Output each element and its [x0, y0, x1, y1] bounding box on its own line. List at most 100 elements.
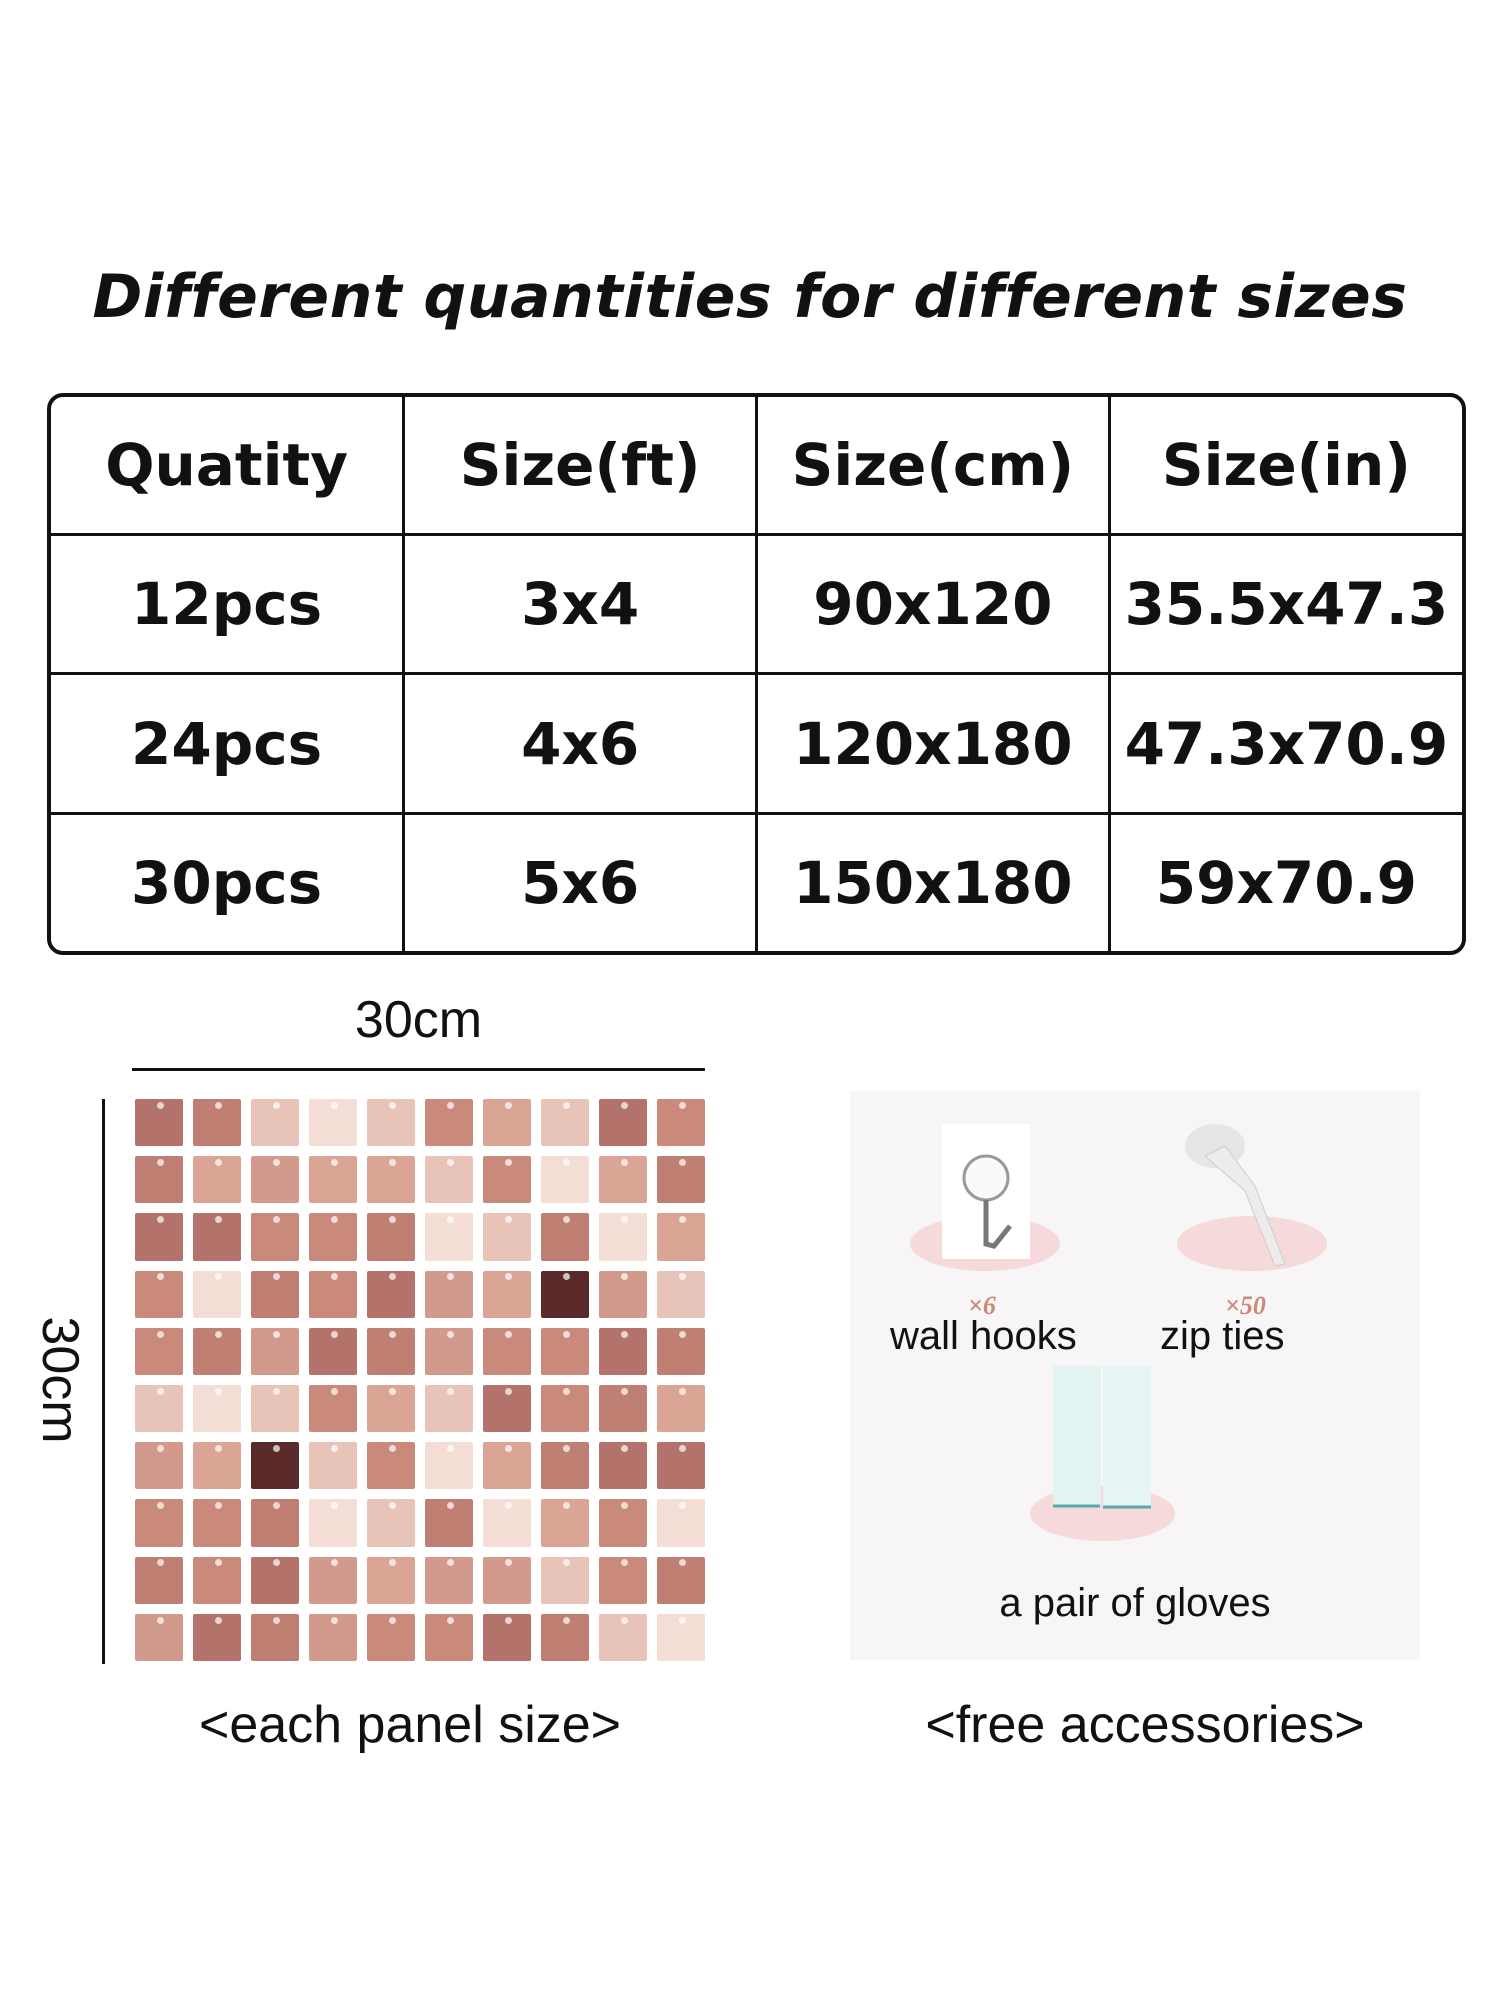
sequin [599, 1213, 647, 1261]
sequin [425, 1442, 473, 1490]
sequin [425, 1613, 473, 1661]
table-cell: 12pcs [51, 532, 406, 676]
gloves-label: a pair of gloves [999, 1581, 1271, 1625]
sequin [251, 1613, 299, 1661]
sequin [367, 1156, 415, 1204]
header-cell: Size(cm) [755, 397, 1111, 536]
sequin [599, 1327, 647, 1375]
sequin [541, 1613, 589, 1661]
sequin [193, 1499, 241, 1547]
table-cell: 4x6 [402, 672, 758, 816]
sequin [483, 1213, 531, 1261]
sequin [309, 1499, 357, 1547]
panel-size-caption: <each panel size> [198, 1696, 622, 1754]
sequin [541, 1499, 589, 1547]
accessories-caption: <free accessories> [925, 1696, 1365, 1754]
sequin [657, 1099, 705, 1147]
sequin [599, 1385, 647, 1433]
sequin [541, 1385, 589, 1433]
sequin [541, 1556, 589, 1604]
sequin [657, 1442, 705, 1490]
sequin [599, 1156, 647, 1204]
sequin [657, 1613, 705, 1661]
sequin [425, 1327, 473, 1375]
sequin [309, 1442, 357, 1490]
sequin [367, 1385, 415, 1433]
sequin [367, 1499, 415, 1547]
table-cell: 35.5x47.3 [1107, 532, 1462, 676]
sequin [135, 1385, 183, 1433]
sequin [193, 1327, 241, 1375]
sequin [599, 1099, 647, 1147]
sequin [483, 1499, 531, 1547]
height-dimension-line [102, 1099, 105, 1664]
sequin [483, 1099, 531, 1147]
sequin [425, 1099, 473, 1147]
sequin [483, 1613, 531, 1661]
table-cell: 90x120 [755, 532, 1111, 676]
sequin [367, 1213, 415, 1261]
sequin [483, 1327, 531, 1375]
sequin [483, 1556, 531, 1604]
table-cell: 120x180 [755, 672, 1111, 816]
sequin [135, 1442, 183, 1490]
sequin [135, 1270, 183, 1318]
sequin [657, 1327, 705, 1375]
table-cell: 24pcs [51, 672, 406, 816]
sequin [309, 1099, 357, 1147]
table-cell: 30pcs [51, 812, 406, 951]
sequin [193, 1099, 241, 1147]
sequin [135, 1099, 183, 1147]
hooks-qty: ×6 [968, 1291, 996, 1320]
page-title: Different quantities for different sizes [92, 262, 1408, 332]
sequin [135, 1613, 183, 1661]
table-row: 12pcs 3x4 90x120 35.5x47.3 [51, 532, 1462, 676]
sequin [309, 1327, 357, 1375]
sequin [483, 1442, 531, 1490]
gloves-icon [1053, 1366, 1151, 1509]
zip-ties-icon [1185, 1124, 1286, 1267]
sequin [193, 1156, 241, 1204]
header-cell: Size(ft) [402, 397, 758, 536]
table-cell: 150x180 [755, 812, 1111, 951]
table-row: 24pcs 4x6 120x180 47.3x70.9 [51, 672, 1462, 816]
wall-hooks-label: wall hooks [890, 1314, 1077, 1358]
sequin [367, 1613, 415, 1661]
sequin [135, 1213, 183, 1261]
sequin [599, 1499, 647, 1547]
sequin [657, 1385, 705, 1433]
sequin [483, 1270, 531, 1318]
sequin [367, 1270, 415, 1318]
sequin [599, 1442, 647, 1490]
sequin [309, 1213, 357, 1261]
sequin [251, 1556, 299, 1604]
sequin [541, 1327, 589, 1375]
table-row: 30pcs 5x6 150x180 59x70.9 [51, 812, 1462, 951]
sequin [367, 1442, 415, 1490]
table-header-row: Quatity Size(ft) Size(cm) Size(in) [51, 397, 1462, 536]
panel-width-label: 30cm [354, 991, 483, 1049]
sequin [425, 1385, 473, 1433]
sequin [541, 1270, 589, 1318]
sequin [599, 1613, 647, 1661]
sequin [657, 1499, 705, 1547]
sequin [309, 1556, 357, 1604]
ties-qty: ×50 [1225, 1291, 1266, 1320]
sequin [599, 1270, 647, 1318]
sequin [541, 1156, 589, 1204]
sequin [251, 1156, 299, 1204]
sequin [541, 1442, 589, 1490]
sequin [193, 1442, 241, 1490]
sequin [251, 1099, 299, 1147]
table-cell: 5x6 [402, 812, 758, 951]
sequin [425, 1499, 473, 1547]
sequin [367, 1556, 415, 1604]
table-cell: 3x4 [402, 532, 758, 676]
sequin [657, 1213, 705, 1261]
sequin [425, 1156, 473, 1204]
width-dimension-line [132, 1068, 705, 1071]
sequin-panel-image [135, 1099, 705, 1661]
ties-disc [1177, 1216, 1327, 1271]
sequin [657, 1156, 705, 1204]
sequin [135, 1327, 183, 1375]
